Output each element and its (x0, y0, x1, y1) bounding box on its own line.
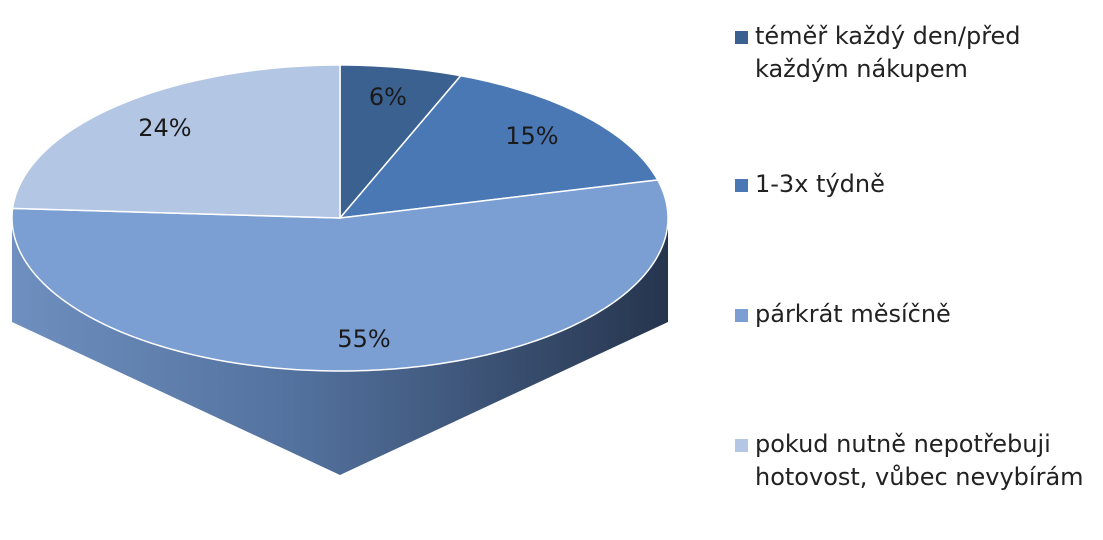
pie-area: 6% 15% 55% 24% (11, 64, 669, 475)
data-label: 15% (505, 122, 558, 150)
legend-swatch (735, 309, 748, 322)
data-label: 55% (337, 325, 390, 353)
legend-item: pokud nutně nepotřebuji hotovost, vůbec … (735, 428, 1095, 494)
pie-slice (11, 179, 669, 372)
legend-item: párkrát měsíčně (735, 298, 1095, 331)
legend-label: párkrát měsíčně (755, 300, 951, 328)
legend-swatch (735, 31, 748, 44)
legend-label: pokud nutně nepotřebuji hotovost, vůbec … (755, 430, 1084, 491)
legend-item: 1-3x týdně (735, 168, 1095, 201)
pie-slice (339, 64, 463, 221)
legend-item: téměř každý den/před každým nákupem (735, 20, 1095, 86)
legend-swatch (735, 179, 748, 192)
pie-slice (338, 74, 659, 219)
legend-label: téměř každý den/před každým nákupem (755, 22, 1021, 83)
pie-side (12, 218, 668, 475)
data-label: 24% (138, 114, 191, 142)
data-label: 6% (369, 83, 407, 111)
pie-slice (11, 64, 341, 219)
legend-label: 1-3x týdně (755, 170, 885, 198)
legend-swatch (735, 439, 748, 452)
